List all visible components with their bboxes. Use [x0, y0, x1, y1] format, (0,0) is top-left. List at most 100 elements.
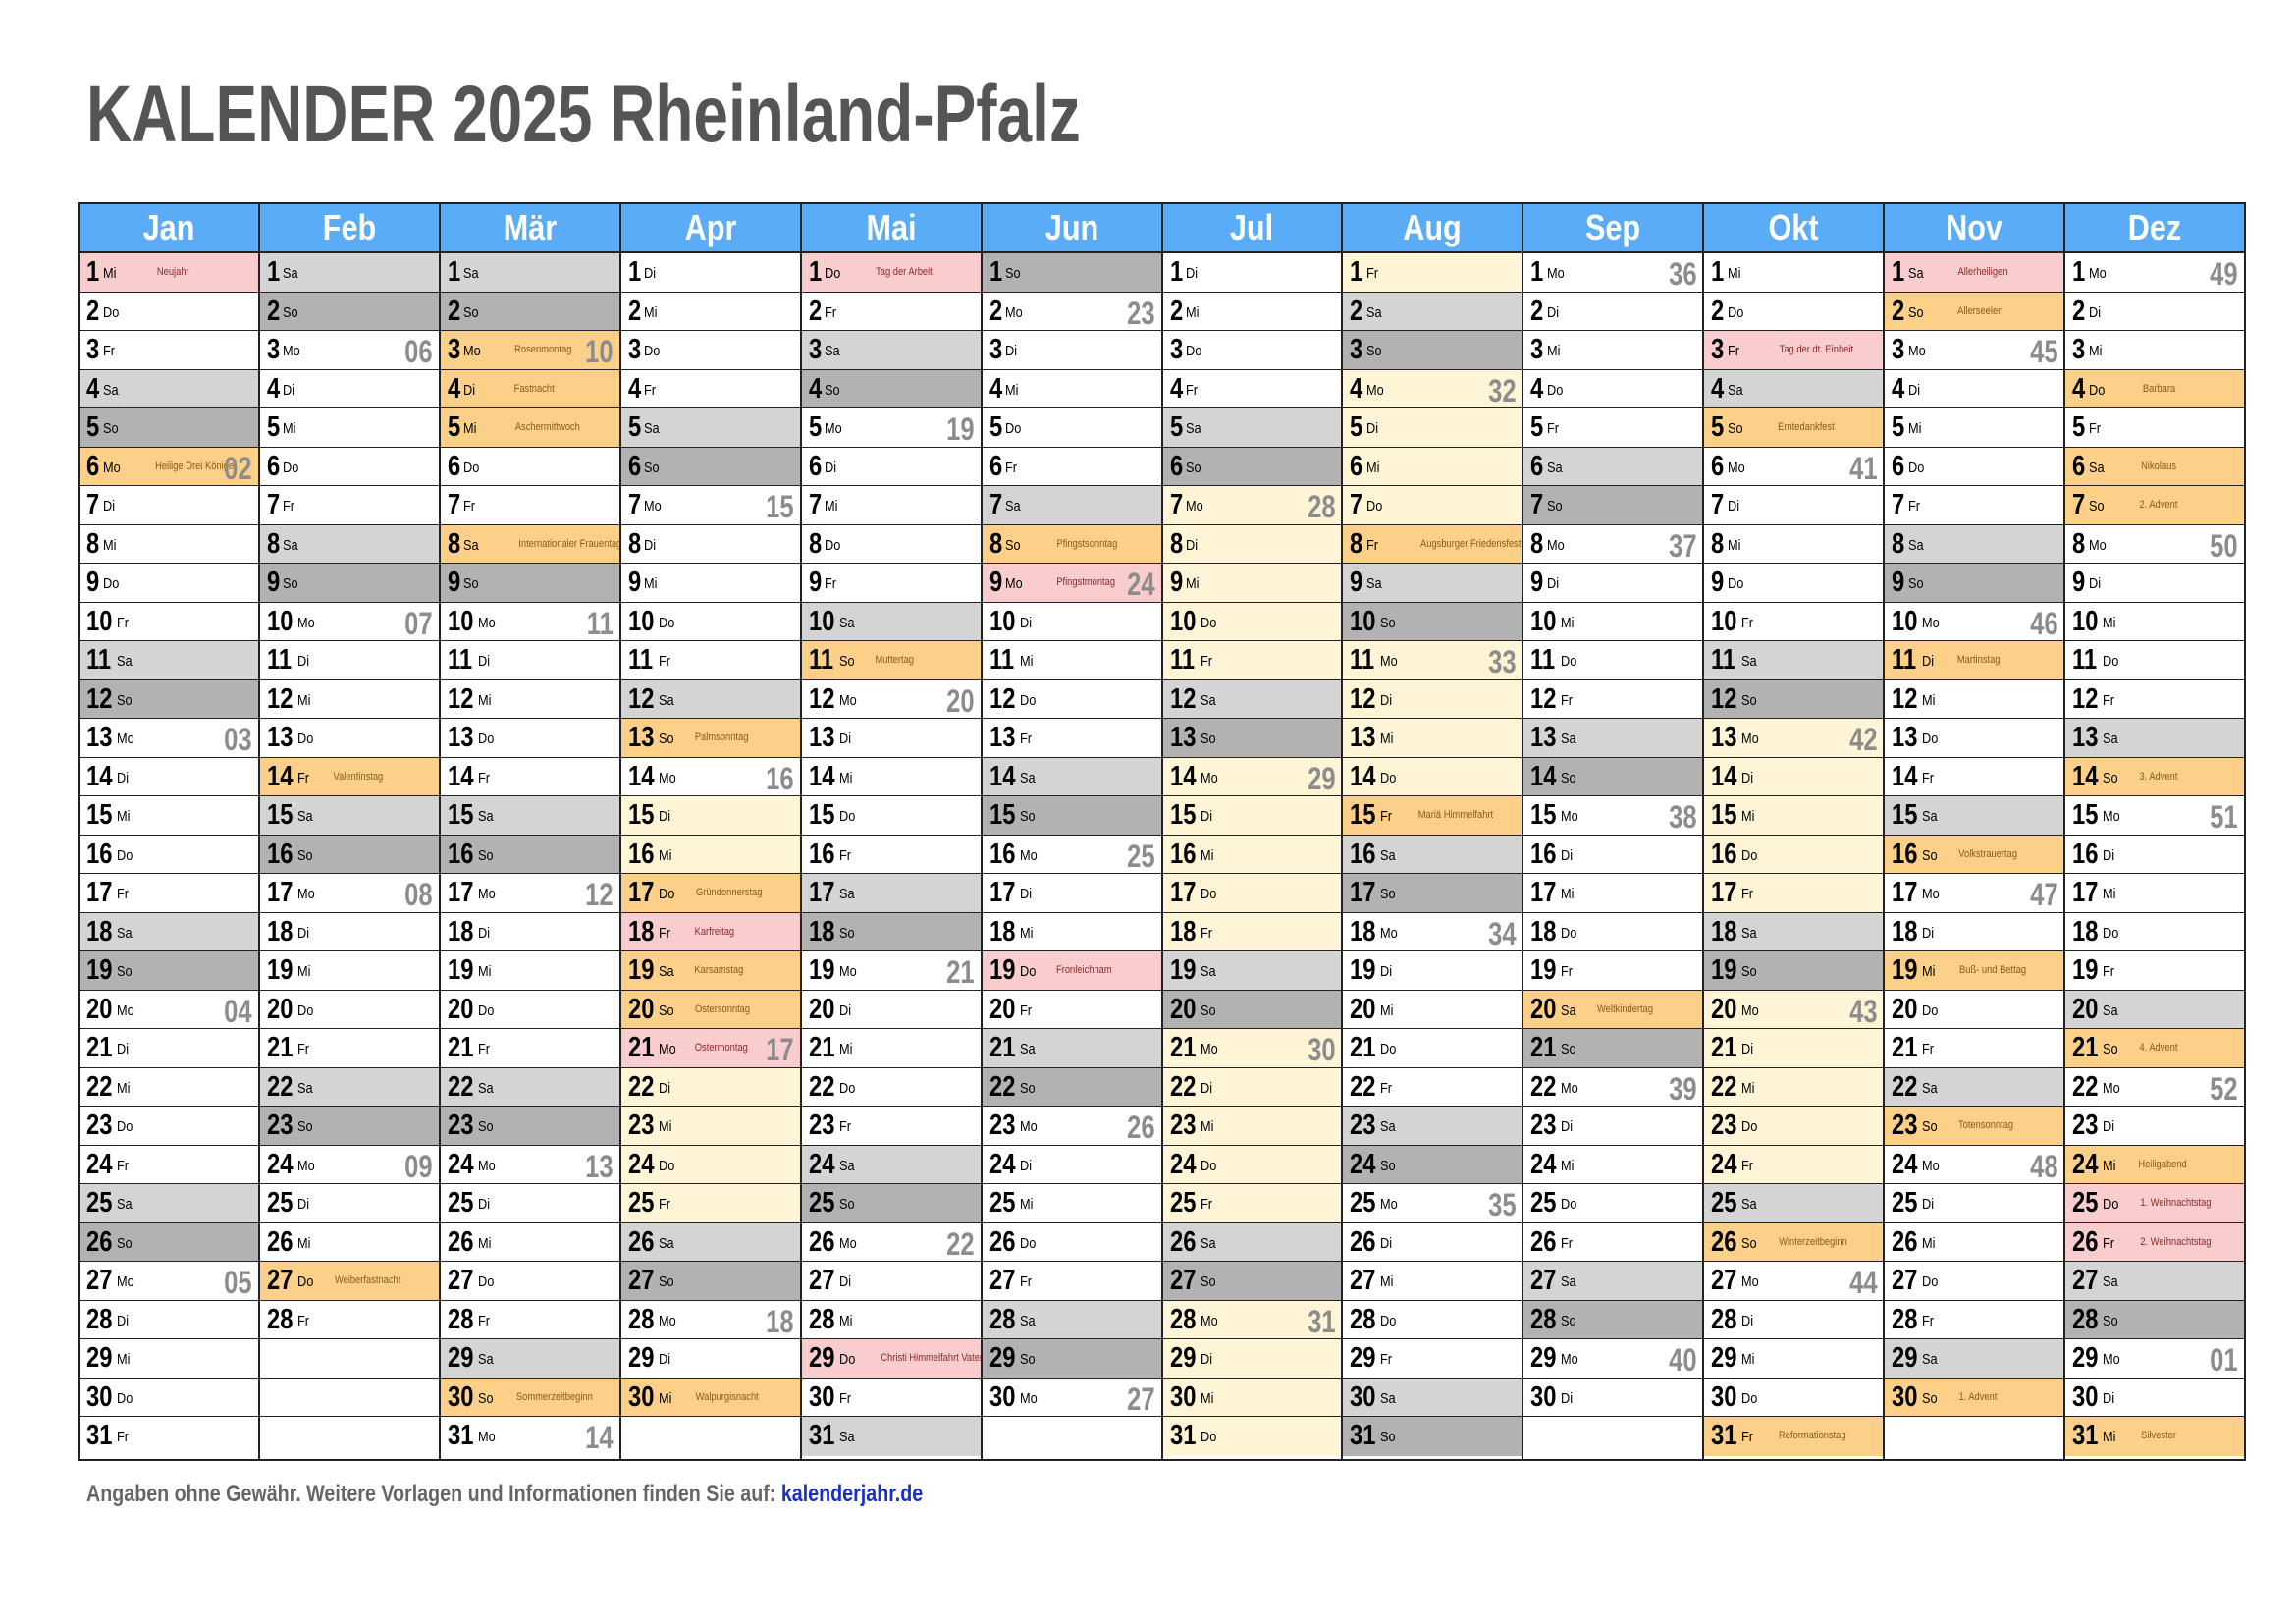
- weekday-label: Mo: [1019, 1389, 1038, 1407]
- weekday-label: Do: [1907, 459, 1925, 476]
- day-number: 25: [447, 1187, 474, 1218]
- day-cell: 27 Mo 05: [80, 1262, 258, 1301]
- weekday-label: Sa: [1922, 808, 1938, 825]
- day-number: 8: [2072, 527, 2086, 560]
- weekday-label: Di: [1741, 769, 1754, 786]
- day-cell: 31 Fr: [80, 1417, 258, 1456]
- day-cell: 13 Sa: [2065, 719, 2245, 758]
- month-header: Jul: [1162, 204, 1342, 253]
- weekday-label: Fr: [1200, 653, 1212, 670]
- day-number: 18: [86, 915, 113, 947]
- day-number: 16: [1350, 838, 1376, 870]
- day-number: 17: [1350, 877, 1376, 908]
- day-cell: 26 Mi: [259, 1223, 439, 1262]
- day-cell: 6 Mo Heilige Drei Könige 02: [80, 447, 258, 486]
- weekday-label: Mi: [1005, 381, 1019, 399]
- holiday-label: Karsamstag: [690, 964, 743, 977]
- holiday-text: Fastnacht: [513, 382, 555, 395]
- day-cell: 15 So: [982, 796, 1161, 836]
- day-cell: 12 Sa: [1162, 679, 1342, 719]
- day-cell: 14 Fr: [440, 758, 619, 796]
- weekday-label: Di: [2103, 846, 2115, 864]
- weekday-label: Fr: [1380, 1079, 1393, 1097]
- weekday-label: Mo: [1546, 536, 1565, 554]
- week-number: 35: [1487, 1187, 1517, 1222]
- footer-link[interactable]: kalenderjahr.de: [780, 1481, 924, 1507]
- day-number: 25: [988, 1187, 1016, 1218]
- day-number: 25: [1530, 1187, 1557, 1218]
- day-cell: 27 Do: [440, 1262, 619, 1301]
- holiday-text: Sommerzeitbeginn: [515, 1390, 593, 1403]
- day-number: 27: [1530, 1265, 1557, 1296]
- week-number: 24: [1127, 567, 1155, 602]
- day-cell: 11 Sa: [80, 641, 258, 680]
- day-number: 4: [988, 372, 1002, 405]
- day-number: 11: [1169, 644, 1195, 676]
- weekday-label: Do: [1922, 731, 1939, 747]
- day-cell: 29 Mi: [80, 1339, 258, 1379]
- day-number: 21: [447, 1032, 474, 1063]
- week-number: 33: [1487, 644, 1517, 679]
- week-number: 32: [1487, 372, 1517, 408]
- weekday-label: So: [1727, 420, 1743, 437]
- weekday-label: So: [283, 303, 299, 321]
- day-number: 11: [1350, 644, 1375, 676]
- day-cell: 18 Fr Karfreitag: [620, 912, 800, 951]
- holiday-text: Ostersonntag: [694, 1002, 750, 1015]
- day-cell: 9 So: [259, 564, 439, 603]
- weekday-label: Mi: [1922, 963, 1936, 980]
- day-cell: 2 Sa: [1343, 292, 1522, 331]
- day-cell: 7 Sa: [982, 486, 1161, 525]
- holiday-label: Reformationstag: [1773, 1430, 1846, 1442]
- weekday-label: Mi: [658, 1118, 672, 1135]
- day-number: 14: [808, 760, 835, 792]
- day-number: 4: [808, 372, 822, 405]
- weekday-label: Sa: [1365, 575, 1382, 592]
- day-cell: 3 Mi: [2065, 331, 2245, 370]
- day-number: 3: [266, 334, 281, 365]
- day-number: 22: [266, 1070, 294, 1103]
- day-cell: 3 Mi: [1523, 331, 1703, 370]
- day-number: 14: [1711, 760, 1737, 792]
- day-number: 11: [627, 644, 653, 676]
- holiday-text: 2. Advent: [2139, 499, 2178, 511]
- weekday-label: So: [117, 691, 133, 709]
- day-number: 6: [1350, 450, 1363, 482]
- day-number: 3: [627, 334, 642, 365]
- day-cell: 11 Mi: [982, 641, 1161, 680]
- weekday-label: Sa: [2103, 1001, 2118, 1019]
- weekday-label: Mo: [1365, 381, 1384, 399]
- week-number: 02: [224, 450, 252, 486]
- week-number: 47: [2029, 877, 2058, 912]
- day-cell: 26 So: [80, 1222, 258, 1262]
- day-cell: 26 Do: [982, 1223, 1161, 1262]
- day-cell: 9 Fr: [801, 564, 981, 603]
- weekday-label: Mi: [1380, 731, 1394, 747]
- weekday-label: So: [1380, 1429, 1397, 1445]
- day-number: 26: [1892, 1225, 1918, 1258]
- day-cell: 24 Do: [620, 1145, 800, 1184]
- week-number: 21: [946, 954, 975, 990]
- day-cell: 8 Sa: [1885, 524, 2064, 564]
- day-cell: 20 Sa: [2065, 990, 2245, 1029]
- day-cell: 23 Do: [1704, 1107, 1884, 1146]
- day-number: 10: [1169, 605, 1196, 637]
- day-number: 24: [1169, 1148, 1196, 1180]
- day-number: 8: [627, 527, 642, 560]
- holiday-text: 2. Weihnachtstag: [2140, 1235, 2212, 1248]
- day-cell: 28 Fr: [440, 1301, 619, 1339]
- day-cell: 28 Do: [1343, 1301, 1522, 1339]
- day-cell: 16 So Volkstrauertag: [1885, 835, 2064, 874]
- day-cell: 29 Mo 40: [1523, 1339, 1703, 1379]
- day-number: 15: [266, 799, 294, 831]
- footer-text: Angaben ohne Gewähr. Weitere Vorlagen un…: [86, 1481, 781, 1507]
- weekday-label: Mi: [838, 1041, 853, 1057]
- day-number: 15: [2072, 799, 2099, 831]
- weekday-label: So: [1922, 1389, 1938, 1407]
- day-number: 10: [1350, 605, 1376, 637]
- weekday-label: Do: [1741, 846, 1758, 864]
- day-cell: 27 Di: [801, 1262, 981, 1301]
- day-number: 17: [988, 877, 1016, 908]
- weekday-label: Do: [2088, 381, 2105, 399]
- weekday-label: Sa: [1019, 1041, 1036, 1057]
